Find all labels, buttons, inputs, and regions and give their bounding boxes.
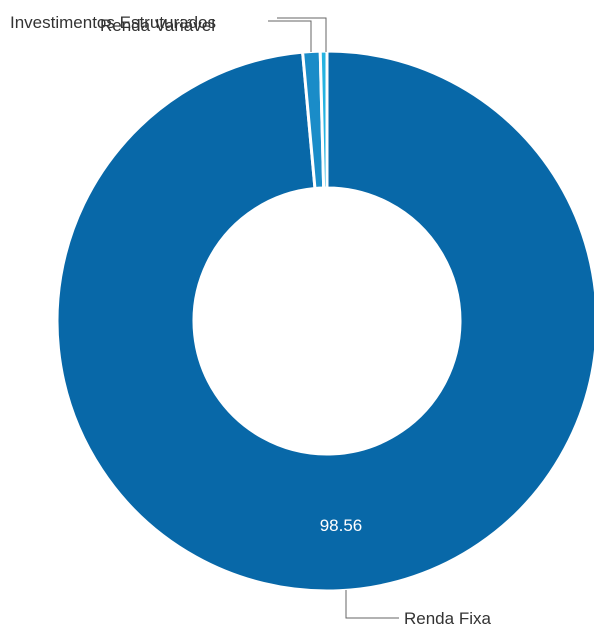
slice-label-investimentos-estruturados: Investimentos Estruturados xyxy=(10,13,216,32)
slice-renda-variavel[interactable] xyxy=(318,49,329,190)
slices-group xyxy=(55,49,594,593)
leader-line-renda-fixa xyxy=(345,590,399,619)
labels-group: 98.56 Renda Fixa Investimentos Estruturado… xyxy=(10,13,491,628)
leader-lines-group xyxy=(268,17,399,619)
slice-label-renda-variavel: Renda Variável xyxy=(100,16,215,35)
slice-renda-fixa[interactable] xyxy=(55,49,594,593)
data-label-renda-fixa: 98.56 xyxy=(320,516,363,535)
slice-label-renda-fixa: Renda Fixa xyxy=(404,609,491,628)
leader-line-investimentos-estruturados xyxy=(268,20,312,52)
leader-line-renda-variavel xyxy=(277,17,327,52)
